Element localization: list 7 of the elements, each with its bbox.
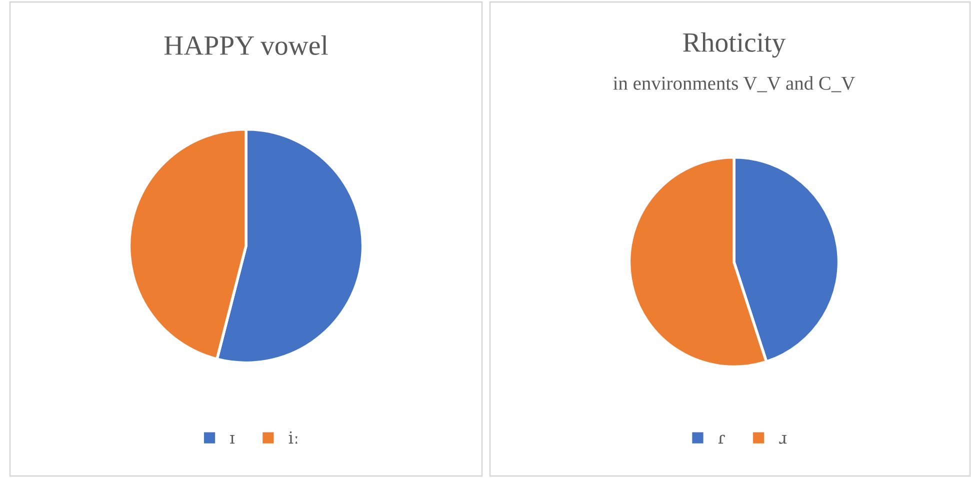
legend-label: ɹ: [779, 434, 787, 444]
legend-label: iː: [288, 431, 298, 444]
chart-title: HAPPY vowel: [164, 35, 328, 55]
legend-label: ɪ: [230, 434, 234, 444]
chart-title: Rhoticity: [683, 32, 786, 58]
chart-subtitle: in environments V_V and C_V: [613, 76, 855, 92]
legend-label: ɾ: [718, 434, 725, 444]
